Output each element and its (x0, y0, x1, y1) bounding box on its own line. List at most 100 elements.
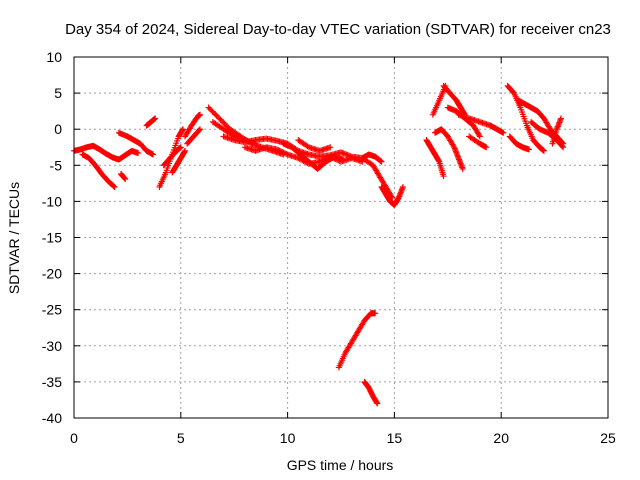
data-point (483, 144, 490, 151)
data-points (71, 82, 567, 407)
y-tick-label: -5 (50, 157, 63, 173)
data-point (135, 150, 142, 157)
data-point (327, 144, 334, 151)
series-track-g (160, 144, 184, 169)
y-tick-label: -25 (42, 302, 62, 318)
data-point (111, 183, 118, 190)
series-track-s (335, 310, 379, 371)
data-point (459, 165, 466, 172)
data-point (179, 126, 186, 133)
data-point (222, 122, 229, 129)
series-track-j (184, 126, 204, 147)
data-point (122, 176, 129, 183)
data-point (210, 109, 217, 116)
series-track-t (361, 378, 381, 407)
data-point (558, 115, 565, 122)
x-tick-label: 5 (177, 430, 185, 446)
series-track-ab (487, 122, 507, 136)
y-axis-label: SDTVAR / TECUs (6, 182, 22, 294)
series-track-b (79, 151, 118, 190)
y-tick-label: 10 (46, 49, 62, 65)
data-point (500, 129, 507, 136)
y-tick-label: -15 (42, 230, 62, 246)
data-point (340, 156, 347, 163)
data-point (216, 115, 223, 122)
series-track-q (359, 151, 385, 165)
data-point (218, 118, 225, 125)
data-point (177, 144, 184, 151)
series-track-d (117, 170, 129, 183)
data-point (273, 146, 280, 153)
y-tick-label: -40 (42, 410, 62, 426)
series-track-i (182, 111, 204, 140)
data-point (277, 148, 284, 155)
data-point (440, 173, 447, 180)
grid-lines (74, 57, 608, 418)
data-point (196, 127, 203, 134)
series-track-ag (549, 115, 565, 147)
data-point (281, 150, 288, 157)
x-tick-label: 20 (493, 430, 509, 446)
series-track-p (295, 137, 334, 154)
x-tick-label: 0 (70, 430, 78, 446)
y-tick-label: -30 (42, 338, 62, 354)
data-point (399, 183, 406, 190)
chart-title: Day 354 of 2024, Sidereal Day-to-day VTE… (65, 21, 611, 38)
data-point (213, 112, 220, 119)
series-track-o (280, 140, 347, 172)
data-point (150, 151, 157, 158)
y-tick-label: 0 (54, 121, 62, 137)
x-axis-label: GPS time / hours (287, 457, 394, 473)
data-point (220, 119, 227, 126)
series-track-a (71, 142, 142, 163)
x-tick-label: 15 (387, 430, 403, 446)
data-point (525, 146, 532, 153)
series-track-z (455, 111, 494, 129)
data-point (205, 104, 212, 111)
data-point (377, 158, 384, 165)
data-point (212, 111, 219, 118)
data-point (450, 142, 457, 149)
y-tick-label: -10 (42, 193, 62, 209)
data-point (295, 155, 302, 162)
data-point (217, 116, 224, 123)
axis-ticks: 0 5 10 15 20 25 10 5 0 -5 -10 -15 -20 -25 -30 -35 -40 (42, 49, 616, 446)
data-point (476, 132, 483, 139)
data-point (560, 144, 567, 151)
data-point (374, 400, 381, 407)
data-point (283, 150, 290, 157)
data-point (540, 147, 547, 154)
x-tick-label: 10 (280, 430, 296, 446)
series-track-x (431, 126, 466, 172)
data-point (378, 158, 385, 165)
data-point (559, 143, 566, 150)
data-point (304, 143, 311, 150)
series-track-ad (506, 133, 532, 153)
data-point (206, 105, 213, 112)
y-tick-label: -35 (42, 374, 62, 390)
y-tick-label: 5 (54, 85, 62, 101)
series-track-f (156, 126, 186, 190)
series-track-ae (515, 97, 567, 147)
series-track-c (115, 129, 157, 158)
data-point (110, 183, 117, 190)
series-track-e (143, 115, 159, 129)
data-point (214, 114, 221, 121)
x-tick-label: 25 (600, 430, 616, 446)
series-track-r (378, 183, 406, 209)
data-point (182, 147, 189, 154)
data-point (224, 123, 231, 130)
data-point (279, 148, 286, 155)
data-point (316, 158, 323, 165)
series-track-ac (504, 82, 547, 154)
data-point (209, 108, 216, 115)
data-point (208, 107, 215, 114)
data-point (221, 120, 228, 127)
series-track-h (169, 147, 189, 176)
data-point (275, 147, 282, 154)
data-point (197, 126, 204, 133)
data-point (476, 133, 483, 140)
series-track-aa (466, 133, 490, 151)
data-point (276, 147, 283, 154)
